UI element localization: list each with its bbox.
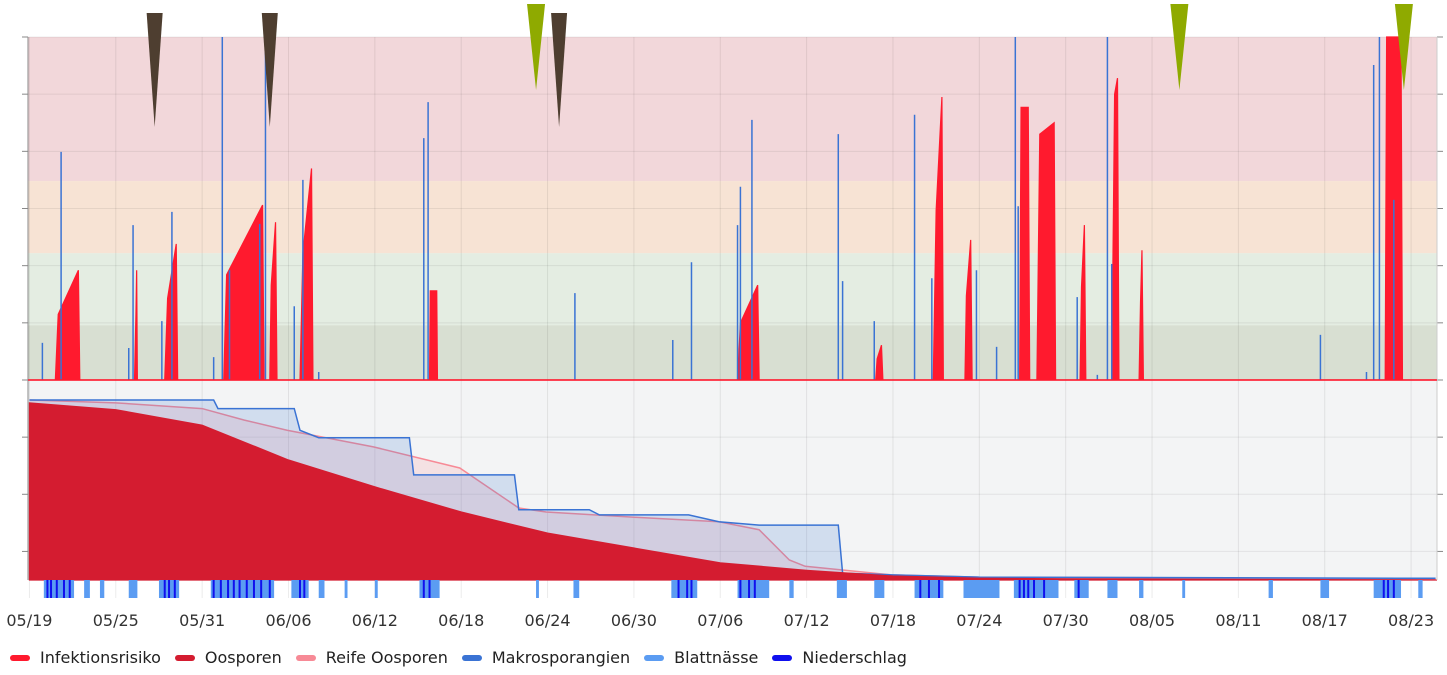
x-tick-label: 08/05 [1129, 611, 1175, 630]
legend-key [644, 654, 665, 661]
wetness-strip [536, 580, 539, 598]
legend-label: Blattnässe [674, 648, 759, 667]
risk-band [28, 181, 1437, 254]
wetness-strip [874, 580, 885, 598]
legend-label: Infektionsrisiko [40, 648, 161, 667]
wetness-strip [128, 580, 138, 598]
event-marker [1394, 4, 1413, 90]
legend-item[interactable]: Infektionsrisiko [10, 648, 161, 667]
x-tick-label: 06/30 [611, 611, 657, 630]
x-tick-label: 07/12 [784, 611, 830, 630]
x-tick-label: 05/31 [179, 611, 225, 630]
x-tick-label: 07/30 [1043, 611, 1089, 630]
wetness-strip [210, 580, 275, 598]
wetness-strip [1107, 580, 1118, 598]
legend-label: Reife Oosporen [325, 648, 448, 667]
wetness-strip [99, 580, 105, 598]
event-marker [1170, 4, 1189, 90]
wetness-strip [1418, 580, 1423, 598]
x-tick-label: 05/19 [6, 611, 52, 630]
wetness-strip [1320, 580, 1330, 598]
legend: Infektionsrisiko Oosporen Reife Oosporen Ma… [10, 648, 907, 667]
wetness-strip [1268, 580, 1273, 598]
x-tick-label: 06/18 [438, 611, 484, 630]
x-tick-label: 07/06 [697, 611, 743, 630]
legend-key [461, 654, 482, 661]
event-marker [527, 4, 546, 90]
legend-label: Makrosporangien [491, 648, 631, 667]
legend-key [10, 654, 30, 661]
legend-key [295, 654, 316, 661]
x-tick-label: 06/06 [265, 611, 311, 630]
area-series [28, 402, 1438, 581]
legend-label: Oosporen [204, 648, 282, 667]
x-tick-label: 05/25 [93, 611, 139, 630]
wetness-strip [1182, 580, 1186, 598]
chart: 05/19 05/25 05/31 06/06 06/12 06/18 06/24 06/30… [6, 4, 1443, 630]
wetness-strip [789, 580, 794, 598]
wetness-strip [318, 580, 325, 598]
legend-item[interactable]: Makrosporangien [461, 648, 631, 667]
legend-item[interactable]: Niederschlag [772, 648, 907, 667]
event-marker [551, 13, 568, 127]
wetness-strip [671, 580, 698, 598]
legend-key [174, 654, 195, 661]
line-series [29, 399, 1436, 580]
risk-band [28, 37, 1437, 182]
area-series [29, 36, 1437, 381]
wetness-strip [374, 580, 378, 598]
line-series [29, 399, 1436, 580]
x-tick-label: 06/24 [525, 611, 571, 630]
legend-item[interactable]: Blattnässe [644, 648, 758, 667]
x-tick-label: 08/17 [1302, 611, 1348, 630]
event-marker [146, 13, 163, 127]
wetness-strip [1139, 580, 1144, 598]
wetness-strip [737, 580, 770, 598]
event-marker [261, 13, 278, 127]
legend-label: Niederschlag [802, 648, 907, 667]
legend-item[interactable]: Reife Oosporen [295, 648, 448, 667]
x-tick-label: 08/23 [1388, 611, 1434, 630]
x-tick-label: 07/18 [870, 611, 916, 630]
wetness-strip [963, 580, 1000, 598]
x-tick-label: 06/12 [352, 611, 398, 630]
wetness-strip [573, 580, 580, 598]
wetness-strip [1074, 580, 1089, 598]
wetness-strip [836, 580, 847, 598]
legend-item[interactable]: Oosporen [174, 648, 282, 667]
wetness-strip [1013, 580, 1059, 598]
legend-key [772, 654, 793, 661]
wetness-strip [344, 580, 348, 598]
x-tick-label: 08/11 [1215, 611, 1261, 630]
x-tick-label: 07/24 [956, 611, 1002, 630]
wetness-strip [84, 580, 90, 598]
